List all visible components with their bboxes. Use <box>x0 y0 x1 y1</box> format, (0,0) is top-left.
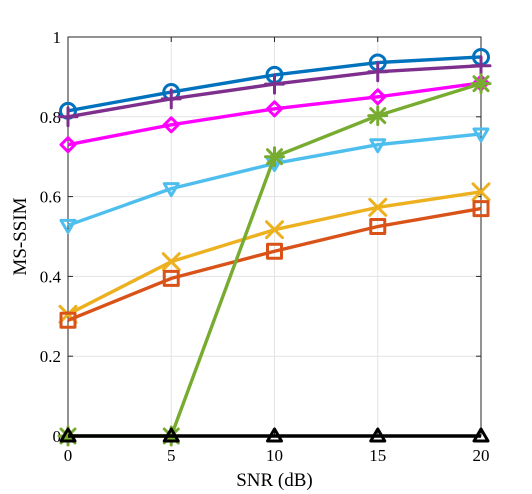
series-line <box>67 206 482 322</box>
series-square <box>59 200 490 329</box>
data-point-marker <box>368 197 388 217</box>
data-point-marker <box>162 182 180 198</box>
series-group <box>57 47 492 447</box>
data-point-marker <box>266 427 283 443</box>
y-tick-label: 0.4 <box>40 267 62 286</box>
data-point-marker <box>264 73 285 95</box>
data-point-marker <box>160 88 182 110</box>
data-point-marker <box>59 218 77 234</box>
grid-lines <box>67 36 482 437</box>
x-tick-label: 0 <box>64 446 73 465</box>
data-point-marker <box>470 55 492 77</box>
data-point-marker <box>472 427 490 443</box>
x-axis-label: SNR (dB) <box>236 470 313 491</box>
data-point-marker <box>266 100 283 118</box>
series-triangle-up <box>59 427 490 443</box>
data-point-marker <box>472 200 490 218</box>
data-point-marker <box>369 218 387 236</box>
data-point-marker <box>367 61 389 83</box>
axis-ticks: 0 5 10 15 20 0 0.2 0.4 0.6 0.8 1 <box>40 28 490 465</box>
data-point-marker <box>59 311 77 329</box>
series-line <box>67 81 482 147</box>
data-point-marker <box>59 136 77 154</box>
data-point-marker <box>161 252 181 272</box>
y-tick-label: 0.8 <box>40 108 61 127</box>
data-point-marker <box>369 88 387 106</box>
y-tick-label: 1 <box>53 28 62 47</box>
y-tick-label: 0.6 <box>40 188 61 207</box>
data-point-marker <box>162 427 180 443</box>
data-point-marker <box>57 106 79 128</box>
data-point-marker <box>369 138 387 154</box>
data-point-marker <box>470 73 492 95</box>
data-point-marker <box>367 105 389 127</box>
y-tick-label: 0.2 <box>40 347 61 366</box>
x-tick-label: 5 <box>167 446 176 465</box>
data-point-marker <box>369 427 387 443</box>
data-point-marker <box>264 146 285 168</box>
data-point-marker <box>472 127 490 143</box>
y-axis-label: MS-SSIM <box>10 197 31 275</box>
series-plus <box>57 55 492 128</box>
data-point-marker <box>471 182 491 202</box>
series-x <box>58 182 491 324</box>
data-point-marker <box>59 427 77 443</box>
data-point-marker <box>265 220 284 240</box>
x-tick-label: 20 <box>473 446 490 465</box>
data-point-marker <box>266 242 283 260</box>
y-tick-label: 0 <box>53 427 62 446</box>
data-point-marker <box>162 269 180 287</box>
data-point-marker <box>162 116 180 134</box>
x-tick-label: 15 <box>369 446 386 465</box>
x-tick-label: 10 <box>266 446 283 465</box>
